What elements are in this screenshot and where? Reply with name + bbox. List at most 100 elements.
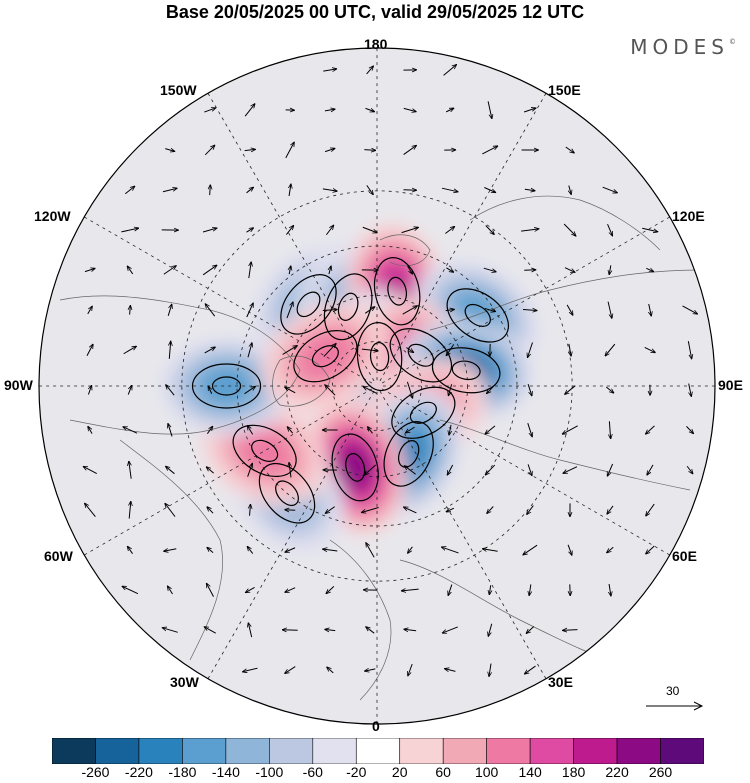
colorbar-swatch — [52, 738, 96, 764]
colorbar-swatch — [442, 738, 487, 764]
lon-label-120e: 120E — [672, 208, 705, 224]
wind-vector — [403, 107, 416, 111]
contour-pos-labrador — [232, 424, 297, 478]
wind-vector — [366, 627, 375, 634]
colorbar-label: -140 — [211, 764, 240, 780]
wind-vector — [686, 426, 693, 433]
map-title: Base 20/05/2025 00 UTC, valid 29/05/2025… — [165, 2, 585, 22]
wind-vector — [401, 589, 419, 591]
lon-label-90w: 90W — [4, 377, 33, 393]
wind-vector — [446, 507, 455, 512]
wind-vector — [646, 503, 655, 516]
wind-vector — [402, 306, 418, 315]
colorbar-label: -100 — [255, 764, 284, 780]
wind-vector — [325, 506, 335, 514]
wind-vector — [489, 585, 490, 594]
wind-vector — [563, 223, 576, 236]
wind-vector — [445, 669, 456, 672]
wind-vector — [207, 507, 214, 514]
contour-pos-kara — [389, 328, 453, 383]
colorbar — [52, 738, 704, 764]
anomaly-neg-hudson — [199, 366, 254, 406]
wind-vector — [442, 626, 458, 633]
wind-vector — [285, 666, 296, 674]
colorbar-label: 220 — [605, 764, 629, 780]
reference-vector-label: 30 — [666, 684, 680, 698]
wind-vector — [246, 187, 254, 194]
wind-vector — [365, 107, 375, 111]
wind-vector — [483, 267, 496, 272]
contour-inner-neg-alaska-west — [296, 291, 321, 318]
colorbar-swatch — [182, 738, 227, 764]
wind-vector — [204, 627, 216, 634]
wind-vector — [482, 146, 497, 155]
wind-vector — [404, 507, 417, 514]
wind-vector — [168, 424, 173, 437]
colorbar-label: 20 — [391, 764, 408, 780]
wind-vector — [607, 505, 614, 514]
wind-vector — [521, 229, 539, 231]
wind-vector — [210, 185, 211, 196]
wind-vector — [364, 464, 376, 475]
wind-vector — [489, 663, 491, 677]
wind-vector — [522, 309, 537, 310]
wind-vector — [445, 309, 455, 310]
wind-vector — [366, 543, 375, 558]
wind-vector — [484, 307, 496, 311]
wind-vector — [289, 184, 291, 197]
wind-vector — [285, 225, 293, 235]
wind-vector — [127, 385, 132, 395]
wind-vector — [88, 385, 91, 395]
wind-vector — [524, 189, 535, 190]
wind-vector — [607, 301, 612, 319]
wind-vector — [365, 669, 376, 671]
wind-vector — [405, 426, 415, 433]
wind-vector — [485, 425, 496, 434]
wind-vector — [525, 665, 536, 674]
contour-pos-chukchi — [373, 257, 421, 326]
colorbar-label: 60 — [435, 764, 451, 780]
wind-vector — [362, 226, 377, 232]
wind-vector — [324, 148, 335, 153]
wind-vector — [607, 463, 614, 476]
wind-vector — [404, 466, 416, 475]
wind-vector — [527, 423, 532, 437]
wind-vector — [687, 341, 691, 359]
wind-vector — [164, 549, 177, 552]
reference-vector-arrow — [646, 701, 704, 711]
wind-vector — [285, 547, 296, 552]
wind-vector — [527, 384, 532, 396]
wind-vector — [287, 427, 294, 434]
wind-vector — [325, 225, 333, 236]
wind-vector — [487, 386, 494, 393]
wind-vector — [248, 623, 253, 638]
wind-vector — [162, 188, 177, 193]
wind-vectors — [83, 65, 697, 677]
contour-inner-pos-canada — [311, 345, 339, 368]
wind-vector — [247, 426, 254, 435]
wind-vector — [286, 302, 293, 319]
contour-inner-neg-bering-east — [337, 292, 359, 321]
contour-neg-laptev — [356, 322, 403, 392]
wind-vector — [129, 501, 131, 519]
colorbar-swatch — [616, 738, 661, 764]
contour-neg-scandinavia — [383, 421, 434, 487]
wind-vector — [404, 629, 417, 630]
contour-inner-pos-chukchi — [387, 276, 408, 306]
lon-label-150w: 150W — [160, 82, 197, 98]
wind-vector — [609, 421, 610, 438]
wind-vector — [363, 387, 378, 394]
contour-inner-neg-okhotsk — [464, 303, 491, 327]
wind-vector — [443, 65, 457, 76]
wind-vector — [569, 185, 571, 194]
wind-vector — [322, 189, 337, 191]
wind-vector — [204, 108, 215, 113]
wind-vector — [366, 66, 374, 75]
colorbar-swatch — [660, 738, 704, 764]
wind-vector — [448, 384, 453, 396]
wind-vector — [285, 142, 294, 159]
wind-vector — [246, 303, 253, 318]
colorbar-swatch — [225, 738, 270, 764]
wind-vector — [605, 386, 614, 393]
wind-vector — [403, 145, 417, 155]
